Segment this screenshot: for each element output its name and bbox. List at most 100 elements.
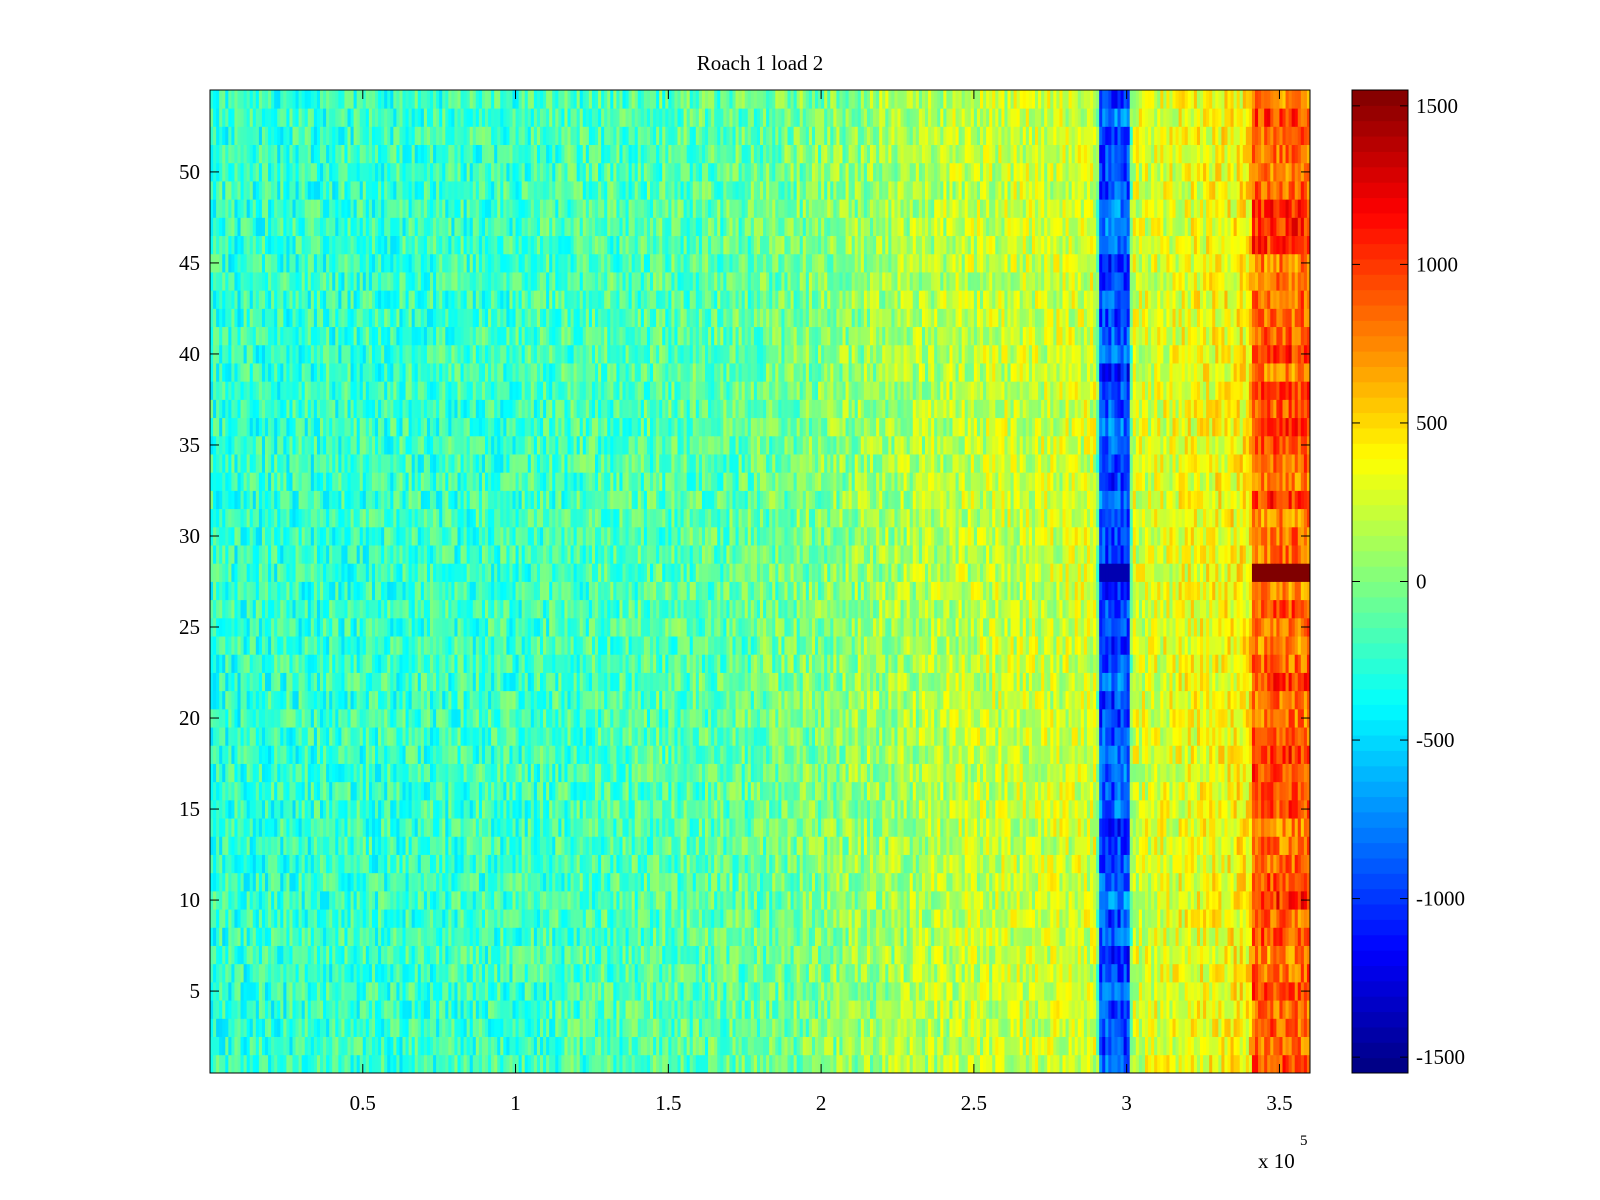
heatmap-cell	[1251, 981, 1256, 1001]
heatmap-cell	[747, 1036, 752, 1056]
heatmap-cell	[469, 1000, 474, 1019]
heatmap-cell	[213, 1000, 217, 1019]
heatmap-cell	[598, 872, 602, 892]
heatmap-cell	[549, 927, 553, 946]
heatmap-cell	[607, 872, 611, 892]
heatmap-cell	[1086, 945, 1091, 965]
heatmap-cell	[897, 909, 901, 928]
heatmap-cell	[313, 909, 318, 928]
heatmap-cell	[500, 909, 504, 928]
heatmap-cell	[491, 854, 495, 874]
heatmap-cell	[582, 836, 587, 855]
heatmap-cell	[1141, 890, 1146, 910]
heatmap-cell	[353, 836, 358, 855]
heatmap-cell	[790, 945, 795, 965]
heatmap-cell	[1120, 854, 1125, 874]
heatmap-cell	[1233, 1000, 1238, 1019]
heatmap-cell	[595, 818, 599, 837]
heatmap-cell	[420, 818, 425, 837]
heatmap-cell	[1206, 854, 1210, 874]
heatmap-cell	[882, 854, 886, 874]
heatmap-cell	[313, 981, 318, 1001]
heatmap-cell	[870, 963, 874, 983]
heatmap-cell	[799, 1018, 804, 1037]
heatmap-cell	[885, 1000, 889, 1019]
heatmap-cell	[463, 836, 468, 855]
heatmap-cell	[375, 836, 379, 855]
heatmap-cell	[442, 890, 446, 910]
heatmap-cell	[894, 1000, 898, 1019]
heatmap-cell	[1221, 1054, 1225, 1074]
heatmap-cell	[341, 963, 345, 983]
heatmap-cell	[298, 836, 303, 855]
heatmap-cell	[1019, 927, 1024, 946]
heatmap-cell	[686, 872, 691, 892]
heatmap-cell	[405, 927, 410, 946]
heatmap-cell	[986, 963, 990, 983]
heatmap-cell	[1077, 1000, 1082, 1019]
heatmap-cell	[1004, 818, 1008, 837]
heatmap-cell	[628, 1036, 633, 1056]
heatmap-cell	[811, 890, 816, 910]
heatmap-cell	[1053, 909, 1057, 928]
heatmap-cell	[738, 945, 743, 965]
heatmap-cell	[1245, 836, 1250, 855]
heatmap-cell	[518, 1054, 523, 1074]
heatmap-cell	[1288, 890, 1293, 910]
heatmap-cell	[1193, 1054, 1198, 1074]
heatmap-cell	[879, 1054, 883, 1074]
heatmap-cell	[219, 1036, 223, 1056]
heatmap-cell	[1077, 818, 1082, 837]
heatmap-cell	[567, 909, 571, 928]
heatmap-cell	[576, 836, 581, 855]
heatmap-cell	[909, 890, 914, 910]
heatmap-cell	[500, 854, 504, 874]
heatmap-cell	[261, 945, 266, 965]
heatmap-cell	[1245, 1018, 1250, 1037]
heatmap-cell	[894, 1054, 898, 1074]
heatmap-cell	[210, 1054, 214, 1074]
heatmap-cell	[573, 836, 578, 855]
heatmap-cell	[634, 890, 639, 910]
heatmap-cell	[677, 890, 681, 910]
heatmap-cell	[897, 872, 901, 892]
heatmap-cell	[900, 890, 905, 910]
heatmap-cell	[1126, 981, 1131, 1001]
heatmap-cell	[433, 981, 437, 1001]
heatmap-cell	[705, 872, 709, 892]
heatmap-cell	[368, 1000, 373, 1019]
heatmap-cell	[778, 1000, 782, 1019]
heatmap-cell	[301, 872, 306, 892]
heatmap-cell	[423, 963, 428, 983]
heatmap-cell	[1090, 1018, 1094, 1037]
heatmap-cell	[876, 909, 880, 928]
heatmap-cell	[298, 1036, 303, 1056]
heatmap-cell	[509, 872, 513, 892]
heatmap-cell	[274, 963, 278, 983]
heatmap-cell	[637, 1054, 642, 1074]
heatmap-cell	[530, 854, 535, 874]
heatmap-cell	[845, 1036, 850, 1056]
heatmap-cell	[738, 1054, 743, 1074]
heatmap-cell	[509, 945, 513, 965]
heatmap-cell	[555, 836, 559, 855]
heatmap-cell	[744, 854, 749, 874]
heatmap-cell	[842, 818, 846, 837]
heatmap-cell	[1099, 963, 1103, 983]
heatmap-cell	[1267, 1000, 1271, 1019]
heatmap-cell	[1154, 1018, 1158, 1037]
heatmap-cell	[634, 1018, 639, 1037]
heatmap-cell	[1261, 890, 1265, 910]
heatmap-cell	[646, 836, 651, 855]
heatmap-cell	[1056, 1036, 1060, 1056]
heatmap-cell	[906, 1036, 911, 1056]
heatmap-cell	[766, 945, 770, 965]
heatmap-cell	[567, 1018, 571, 1037]
heatmap-cell	[931, 909, 935, 928]
heatmap-cell	[258, 1018, 263, 1037]
heatmap-cell	[439, 854, 443, 874]
heatmap-cell	[668, 872, 672, 892]
heatmap-cell	[900, 872, 905, 892]
heatmap-cell	[1056, 818, 1060, 837]
heatmap-cell	[900, 854, 905, 874]
